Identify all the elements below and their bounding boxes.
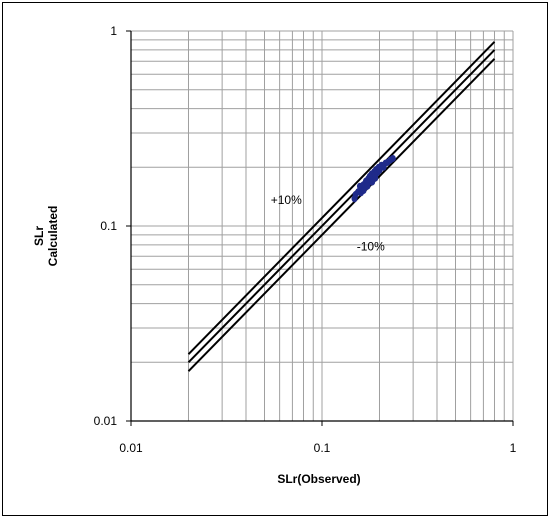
- data-point: [364, 182, 371, 190]
- y-axis-title-line: Calculated: [46, 206, 60, 267]
- data-point: [372, 174, 379, 182]
- chart-frame: 0.01 0.1 1 0.01 0.1 1 +10% -10% SLr(Observed) SLr…: [2, 2, 548, 516]
- y-axis-title: SLr Calculated: [32, 206, 60, 267]
- reference-line: [187, 41, 496, 355]
- reference-line: [187, 49, 496, 363]
- chart-svg: 0.01 0.1 1 0.01 0.1 1 +10% -10% SLr(Observed) SLr…: [32, 24, 517, 486]
- y-tick-label: 1: [110, 24, 117, 38]
- y-tick-label: 0.1: [100, 219, 117, 233]
- x-tick-label: 0.1: [314, 441, 331, 455]
- y-axis-title-line: SLr: [32, 226, 46, 246]
- annotation-label: +10%: [271, 193, 302, 207]
- reference-lines: [187, 41, 496, 372]
- axis-layer: [126, 30, 514, 426]
- labels: 0.01 0.1 1 0.01 0.1 1 +10% -10% SLr(Observed) SLr…: [32, 24, 517, 486]
- data-point: [389, 154, 396, 162]
- data-point: [360, 187, 367, 195]
- x-tick-label: 0.01: [119, 441, 143, 455]
- y-tick-label: 0.01: [94, 414, 118, 428]
- grid-layer: [130, 30, 514, 422]
- x-tick-label: 1: [510, 441, 517, 455]
- x-axis-title: SLr(Observed): [277, 472, 360, 486]
- data-points: [351, 154, 396, 203]
- annotation-label: -10%: [357, 239, 385, 253]
- reference-line: [187, 58, 496, 372]
